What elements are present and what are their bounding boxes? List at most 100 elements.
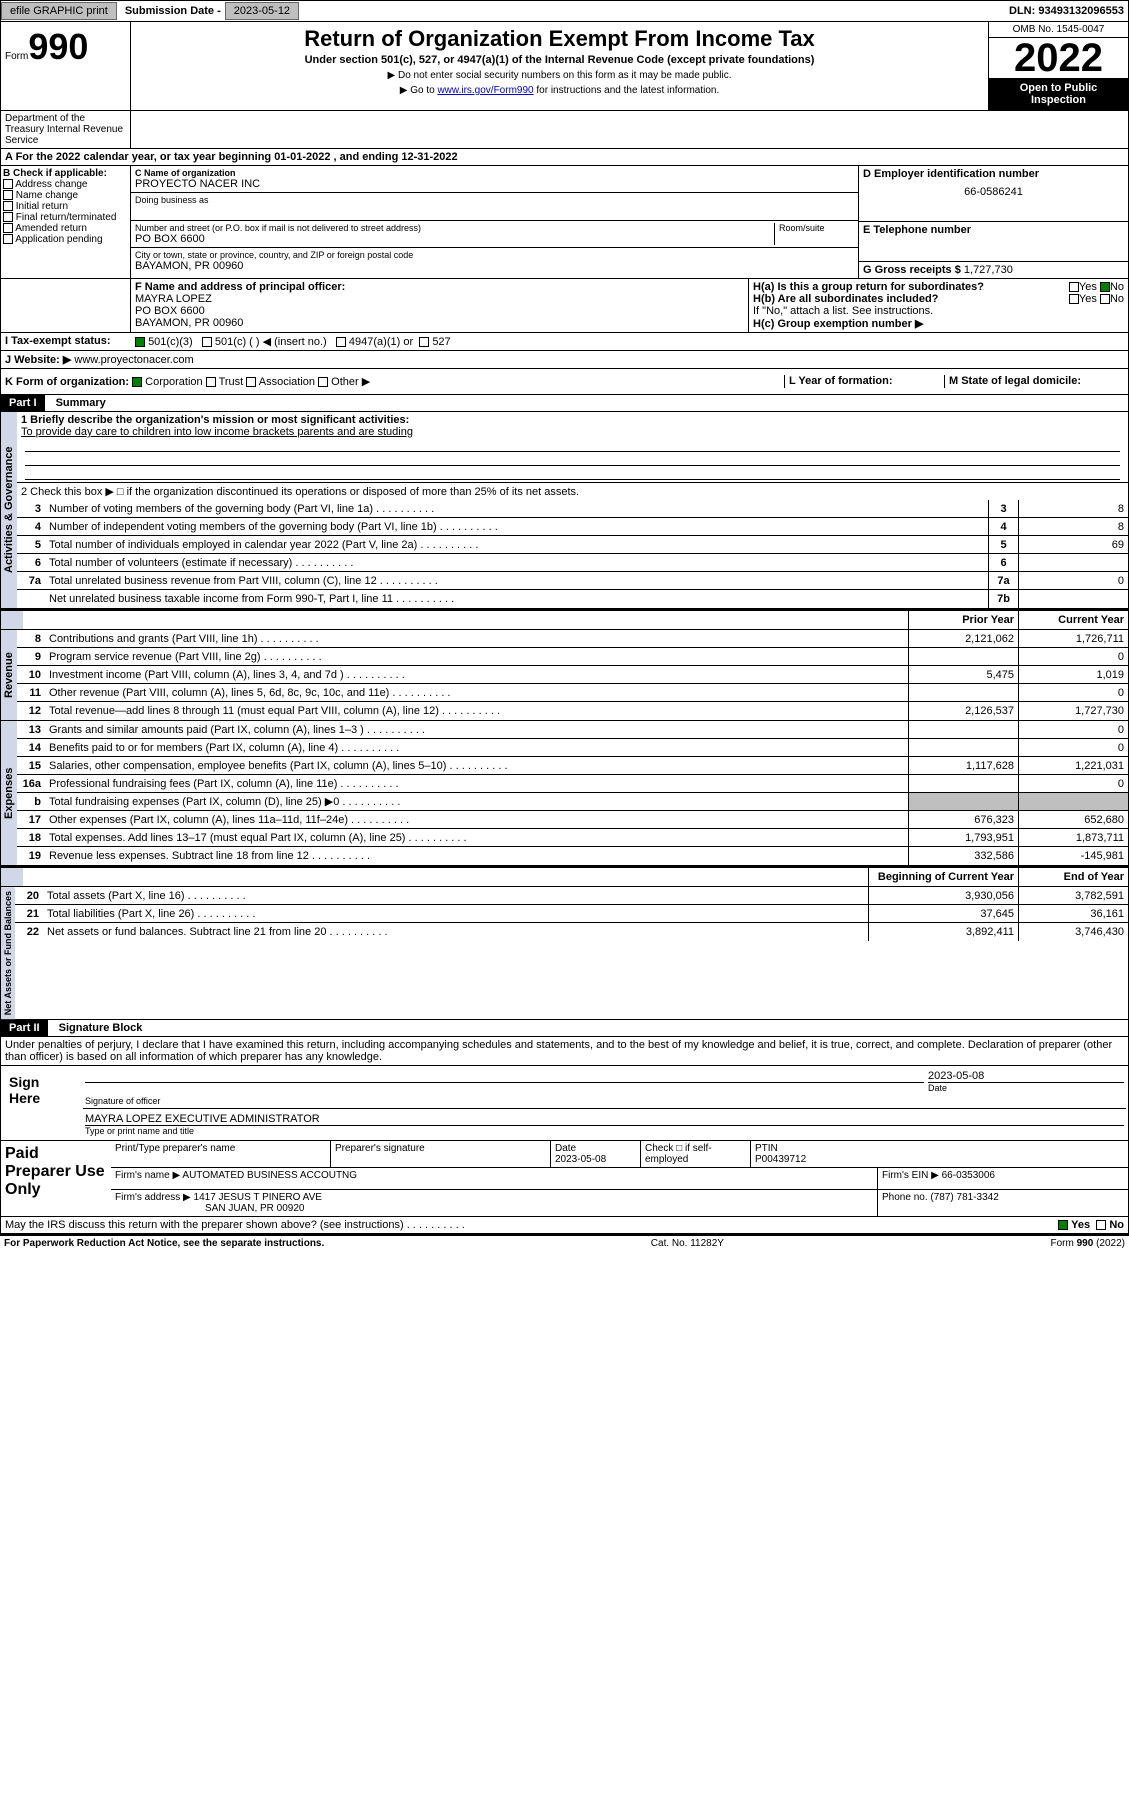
- revenue-row: 10Investment income (Part VIII, column (…: [17, 666, 1128, 684]
- hb-label: H(b) Are all subordinates included?: [753, 293, 938, 305]
- addr-label: Number and street (or P.O. box if mail i…: [135, 223, 774, 233]
- irs-link[interactable]: www.irs.gov/Form990: [437, 85, 533, 96]
- current-year-header: Current Year: [1018, 611, 1128, 629]
- q2-text: 2 Check this box ▶ □ if the organization…: [17, 483, 1128, 500]
- 527-checkbox[interactable]: [419, 337, 429, 347]
- dln: DLN: 93493132096553: [1009, 5, 1124, 17]
- c-label: C Name of organization: [135, 168, 236, 178]
- efile-btn[interactable]: efile GRAPHIC print: [1, 2, 117, 20]
- part1-header-row: Part I Summary: [0, 395, 1129, 412]
- form-prefix: Form: [5, 51, 28, 62]
- hb-yes-checkbox[interactable]: [1069, 294, 1079, 304]
- website-value: www.proyectonacer.com: [74, 354, 193, 366]
- ptin-value: P00439712: [755, 1154, 806, 1165]
- ha-no-checkbox[interactable]: [1100, 282, 1110, 292]
- vert-governance: Activities & Governance: [1, 412, 17, 608]
- trust-checkbox[interactable]: [206, 377, 216, 387]
- sign-here-label: Sign Here: [1, 1066, 81, 1140]
- paid-label: Paid Preparer Use Only: [1, 1141, 111, 1216]
- firm-phone: (787) 781-3342: [930, 1192, 998, 1203]
- phone-label: E Telephone number: [863, 224, 1124, 236]
- prep-sig-label: Preparer's signature: [331, 1141, 551, 1167]
- year-box: OMB No. 1545-0047 2022 Open to Public In…: [988, 22, 1128, 110]
- netassets-section: Net Assets or Fund Balances 20Total asse…: [0, 887, 1129, 1020]
- main-title: Return of Organization Exempt From Incom…: [135, 26, 984, 52]
- netasset-row: 21Total liabilities (Part X, line 26)37,…: [15, 905, 1128, 923]
- instr-2: ▶ Go to www.irs.gov/Form990 for instruct…: [135, 85, 984, 96]
- b-option: Amended return: [3, 223, 128, 234]
- discuss-row: May the IRS discuss this return with the…: [0, 1217, 1129, 1234]
- submission-date[interactable]: 2023-05-12: [225, 2, 299, 20]
- discuss-no-checkbox[interactable]: [1096, 1220, 1106, 1230]
- vert-netassets: Net Assets or Fund Balances: [1, 887, 15, 1019]
- revenue-row: 11Other revenue (Part VIII, column (A), …: [17, 684, 1128, 702]
- end-year-header: End of Year: [1018, 868, 1128, 886]
- paperwork-notice: For Paperwork Reduction Act Notice, see …: [4, 1238, 324, 1249]
- org-city: BAYAMON, PR 00960: [135, 260, 854, 272]
- netasset-row: 22Net assets or fund balances. Subtract …: [15, 923, 1128, 941]
- expense-row: 16aProfessional fundraising fees (Part I…: [17, 775, 1128, 793]
- assoc-checkbox[interactable]: [246, 377, 256, 387]
- revenue-row: 12Total revenue—add lines 8 through 11 (…: [17, 702, 1128, 720]
- corp-checkbox[interactable]: [132, 377, 142, 387]
- summary-row: 4Number of independent voting members of…: [17, 518, 1128, 536]
- website-row: J Website: ▶ www.proyectonacer.com: [0, 351, 1129, 369]
- 4947-checkbox[interactable]: [336, 337, 346, 347]
- officer-title: MAYRA LOPEZ EXECUTIVE ADMINISTRATOR: [85, 1113, 1124, 1125]
- firm-addr2: SAN JUAN, PR 00920: [205, 1203, 305, 1214]
- discuss-yes-checkbox[interactable]: [1058, 1220, 1068, 1230]
- city-label: City or town, state or province, country…: [135, 250, 854, 260]
- hb-no-checkbox[interactable]: [1100, 294, 1110, 304]
- col-c: C Name of organization PROYECTO NACER IN…: [131, 166, 858, 278]
- summary-row: 7aTotal unrelated business revenue from …: [17, 572, 1128, 590]
- h-section: H(a) Is this a group return for subordin…: [748, 279, 1128, 332]
- sig-date: 2023-05-08: [928, 1070, 1124, 1082]
- 501c3-checkbox[interactable]: [135, 337, 145, 347]
- org-name: PROYECTO NACER INC: [135, 178, 854, 190]
- q1-label: 1 Briefly describe the organization's mi…: [21, 414, 409, 426]
- dba-label: Doing business as: [135, 195, 854, 205]
- revenue-row: 8Contributions and grants (Part VIII, li…: [17, 630, 1128, 648]
- expense-row: 17Other expenses (Part IX, column (A), l…: [17, 811, 1128, 829]
- col-d: D Employer identification number 66-0586…: [858, 166, 1128, 278]
- type-label: Type or print name and title: [85, 1125, 1124, 1136]
- check-self-employed: Check □ if self-employed: [641, 1141, 751, 1167]
- tax-year-line: A For the 2022 calendar year, or tax yea…: [0, 149, 1129, 166]
- room-label: Room/suite: [774, 223, 854, 245]
- date-label: Date: [928, 1082, 1124, 1093]
- form-number: 990: [28, 26, 88, 67]
- revenue-row: 9Program service revenue (Part VIII, lin…: [17, 648, 1128, 666]
- summary-row: 3Number of voting members of the governi…: [17, 500, 1128, 518]
- submission-label: Submission Date -: [125, 5, 221, 17]
- summary-row: Net unrelated business taxable income fr…: [17, 590, 1128, 608]
- topbar: efile GRAPHIC print Submission Date - 20…: [0, 0, 1129, 22]
- prep-name-label: Print/Type preparer's name: [111, 1141, 331, 1167]
- expense-row: 19Revenue less expenses. Subtract line 1…: [17, 847, 1128, 865]
- declaration-text: Under penalties of perjury, I declare th…: [0, 1037, 1129, 1066]
- part1-header: Part I: [1, 395, 45, 411]
- dept-row: Department of the Treasury Internal Reve…: [0, 111, 1129, 149]
- prep-date: 2023-05-08: [555, 1154, 606, 1165]
- b-label: B Check if applicable:: [3, 168, 128, 179]
- gross-receipts-value: 1,727,730: [964, 264, 1013, 276]
- discuss-text: May the IRS discuss this return with the…: [5, 1219, 404, 1231]
- 501c-checkbox[interactable]: [202, 337, 212, 347]
- summary-row: 6Total number of volunteers (estimate if…: [17, 554, 1128, 572]
- ein-value: 66-0586241: [863, 186, 1124, 198]
- hc-label: H(c) Group exemption number ▶: [753, 318, 923, 330]
- prior-year-header: Prior Year: [908, 611, 1018, 629]
- ein-label: D Employer identification number: [863, 168, 1124, 180]
- l-label: L Year of formation:: [789, 375, 893, 387]
- expense-row: 13Grants and similar amounts paid (Part …: [17, 721, 1128, 739]
- dept-treasury: Department of the Treasury Internal Reve…: [1, 111, 131, 148]
- expense-row: 18Total expenses. Add lines 13–17 (must …: [17, 829, 1128, 847]
- form-footer: Form 990 (2022): [1051, 1238, 1125, 1249]
- ha-yes-checkbox[interactable]: [1069, 282, 1079, 292]
- tax-exempt-row: I Tax-exempt status: 501(c)(3) 501(c) ( …: [0, 333, 1129, 351]
- part2-title: Signature Block: [59, 1022, 143, 1034]
- expense-row: 14Benefits paid to or for members (Part …: [17, 739, 1128, 757]
- other-checkbox[interactable]: [318, 377, 328, 387]
- col-b-checkboxes: B Check if applicable: Address change Na…: [1, 166, 131, 278]
- open-public-badge: Open to Public Inspection: [989, 78, 1128, 110]
- form-number-box: Form990: [1, 22, 131, 110]
